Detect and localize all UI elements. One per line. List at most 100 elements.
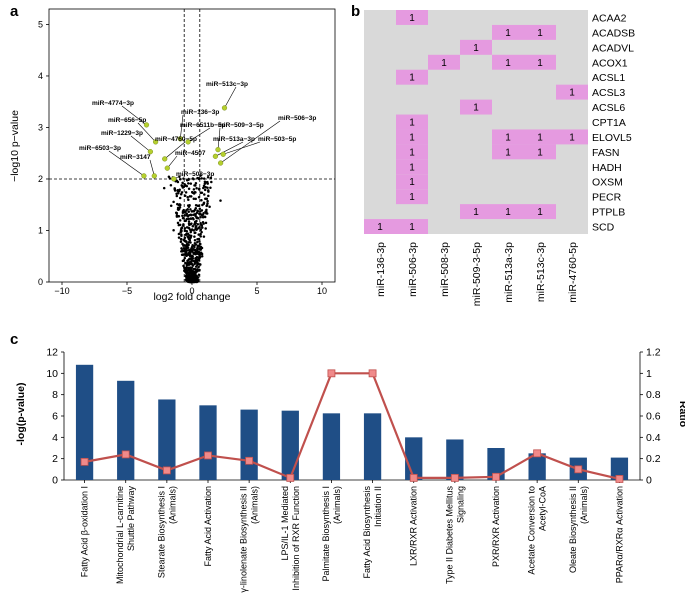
volcano-point <box>205 208 208 212</box>
volcano-point <box>186 276 190 279</box>
matrix-cell-value: 1 <box>377 222 383 233</box>
volcano-point <box>194 197 197 201</box>
matrix-column-label: miR-513a-3p <box>503 242 515 303</box>
ratio-marker <box>327 369 336 378</box>
volcano-point <box>192 197 196 200</box>
volcano-point <box>190 255 194 258</box>
volcano-point <box>189 241 192 244</box>
volcano-point <box>189 275 192 278</box>
matrix-column-label: miR-513c-3p <box>535 242 547 302</box>
volcano-point <box>199 228 203 231</box>
volcano-point <box>197 188 201 191</box>
volcano-point <box>183 236 187 240</box>
volcano-point <box>198 253 201 257</box>
volcano-ylabel: −log10 p−value <box>9 110 21 182</box>
volcano-point <box>192 177 195 181</box>
ratio-marker <box>409 473 418 482</box>
matrix-cell-on <box>396 114 428 130</box>
volcano-point <box>187 198 190 201</box>
volcano-point <box>187 226 190 230</box>
volcano-point <box>210 180 213 184</box>
volcano-point <box>202 186 205 190</box>
highlighted-point <box>185 139 191 145</box>
volcano-point <box>178 188 181 192</box>
pathway-bar <box>528 453 546 480</box>
volcano-point <box>168 177 172 180</box>
matrix-row-label: ACSL6 <box>592 102 625 114</box>
right-tick-label: 0 <box>646 475 652 487</box>
volcano-point <box>196 237 199 241</box>
volcano-point <box>201 215 205 219</box>
volcano-point <box>184 250 187 254</box>
volcano-point <box>195 250 198 254</box>
point-leader-line <box>217 127 221 150</box>
volcano-point <box>175 194 179 198</box>
volcano-plot: −10 −5 0 5 10 0 1 2 3 4 5 miR−513c−3p miR−4774−3p mi… <box>9 8 336 303</box>
volcano-point <box>198 263 202 266</box>
left-tick-label: 12 <box>46 347 58 359</box>
matrix-cell-on <box>492 129 524 145</box>
volcano-point <box>190 273 193 276</box>
volcano-point <box>194 272 197 276</box>
category-label: Stearate Biosynthesis I(Animals) <box>156 486 177 578</box>
highlighted-point <box>164 165 170 171</box>
ratio-marker <box>286 473 295 482</box>
volcano-point <box>197 195 201 199</box>
volcano-point <box>189 257 193 260</box>
category-label: LPS/IL-1 MediatedInhibition of RXR Funct… <box>280 486 301 591</box>
volcano-ytick-label: 0 <box>38 277 43 287</box>
volcano-point <box>186 195 189 199</box>
volcano-xtick-label: −10 <box>54 286 69 296</box>
category-label: Palmitate Biosynthesis I(Animals) <box>321 486 342 582</box>
matrix-cell-value: 1 <box>441 58 447 69</box>
volcano-point <box>186 236 190 239</box>
matrix-cell-on <box>524 144 556 160</box>
point-label: miR−503−5p <box>258 136 296 143</box>
volcano-point <box>179 193 183 196</box>
ratio-marker <box>80 457 89 466</box>
matrix-cell-on <box>396 144 428 160</box>
category-label: Fatty Acid Activation <box>203 486 213 567</box>
matrix-cell-value: 1 <box>505 28 511 39</box>
matrix-cell-on <box>396 174 428 190</box>
point-label: miR−506−3p <box>278 115 316 122</box>
volcano-point <box>201 220 205 224</box>
volcano-point <box>181 181 184 185</box>
volcano-point <box>192 217 195 221</box>
category-label: Type II Diabetes MellitusSignaling <box>444 486 465 585</box>
point-label: miR−6511b−5p <box>180 122 226 129</box>
volcano-point <box>177 192 180 195</box>
volcano-point <box>209 176 213 180</box>
volcano-point <box>200 254 204 258</box>
volcano-point <box>197 233 200 236</box>
volcano-point <box>198 212 201 216</box>
volcano-point <box>178 175 181 178</box>
volcano-point <box>189 182 193 185</box>
volcano-point <box>190 262 194 266</box>
volcano-point <box>198 247 201 251</box>
volcano-point <box>177 236 181 239</box>
pathway-bar <box>117 380 135 480</box>
matrix-cell-value: 1 <box>505 58 511 69</box>
point-leader-line <box>164 141 186 160</box>
volcano-point <box>191 275 195 278</box>
volcano-point <box>200 177 203 180</box>
matrix-cell-on <box>364 219 396 234</box>
volcano-point <box>182 223 185 226</box>
volcano-point <box>195 268 199 272</box>
volcano-point <box>187 182 190 185</box>
volcano-point <box>181 209 185 213</box>
right-tick-label: 1 <box>646 368 652 380</box>
matrix-column-label: miR-508-3p <box>439 242 451 297</box>
ratio-marker <box>368 369 377 378</box>
volcano-xtick-label: −5 <box>122 286 132 296</box>
volcano-point <box>203 188 207 192</box>
volcano-point <box>198 242 202 246</box>
volcano-point <box>205 212 208 215</box>
volcano-point <box>197 177 201 181</box>
volcano-point <box>187 217 191 221</box>
volcano-point <box>191 225 195 228</box>
matrix-cell-on <box>524 54 556 70</box>
matrix-column-label: miR-506-3p <box>407 242 419 297</box>
matrix-row-label: ACOX1 <box>592 57 628 69</box>
